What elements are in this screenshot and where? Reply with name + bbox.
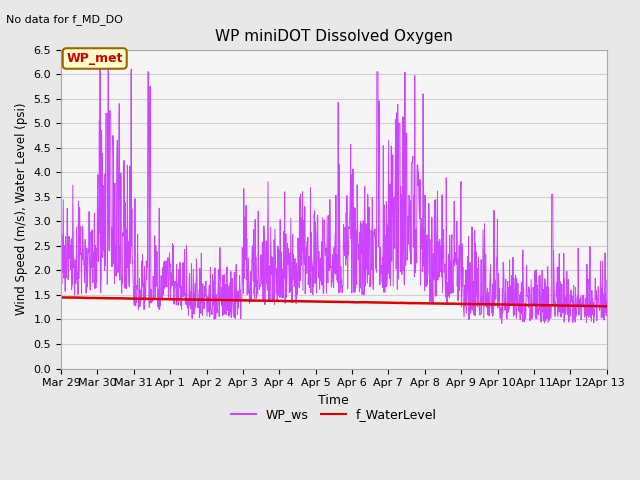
- f_WaterLevel: [240, 298, 248, 303]
- f_WaterLevel: [419, 300, 427, 306]
- Line: f_WaterLevel: f_WaterLevel: [61, 298, 607, 306]
- WP_ws: [490, 207, 498, 213]
- WP_ws: [240, 186, 248, 192]
- WP_ws: [539, 308, 547, 314]
- Text: WP_met: WP_met: [67, 52, 123, 65]
- Y-axis label: Wind Speed (m/s), Water Level (psi): Wind Speed (m/s), Water Level (psi): [15, 103, 28, 315]
- WP_ws: [419, 269, 427, 275]
- WP_ws: [166, 250, 173, 256]
- f_WaterLevel: [57, 295, 65, 300]
- Line: WP_ws: WP_ws: [61, 50, 607, 324]
- Text: No data for f_MD_DO: No data for f_MD_DO: [6, 14, 124, 25]
- f_WaterLevel: [601, 303, 609, 309]
- f_WaterLevel: [179, 297, 187, 302]
- f_WaterLevel: [538, 302, 546, 308]
- WP_ws: [57, 250, 65, 255]
- f_WaterLevel: [62, 295, 70, 300]
- f_WaterLevel: [603, 303, 611, 309]
- f_WaterLevel: [166, 296, 173, 302]
- X-axis label: Time: Time: [319, 394, 349, 407]
- f_WaterLevel: [490, 301, 498, 307]
- Legend: WP_ws, f_WaterLevel: WP_ws, f_WaterLevel: [226, 403, 442, 426]
- WP_ws: [498, 321, 506, 326]
- WP_ws: [603, 298, 611, 303]
- Title: WP miniDOT Dissolved Oxygen: WP miniDOT Dissolved Oxygen: [215, 29, 452, 44]
- WP_ws: [179, 261, 187, 266]
- WP_ws: [104, 47, 112, 53]
